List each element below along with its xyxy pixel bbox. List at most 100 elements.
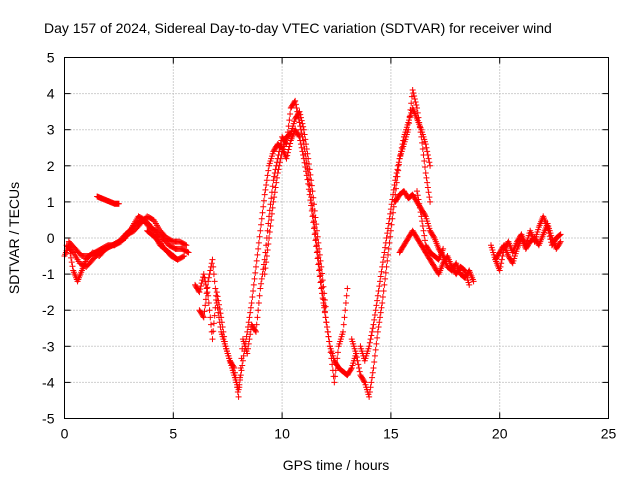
data-point-marker xyxy=(406,120,413,127)
data-point-marker xyxy=(374,334,381,341)
data-point-marker xyxy=(412,99,419,106)
data-point-marker xyxy=(213,289,220,296)
data-point-marker xyxy=(254,251,261,258)
data-point-marker xyxy=(205,278,212,285)
data-point-marker xyxy=(68,259,75,266)
data-point-marker xyxy=(214,293,221,300)
data-point-marker xyxy=(247,331,254,338)
data-point-marker xyxy=(356,368,363,375)
data-point-marker xyxy=(374,328,381,335)
data-point-marker xyxy=(246,336,253,343)
data-point-marker xyxy=(327,349,334,356)
data-point-marker xyxy=(276,159,283,166)
data-point-marker xyxy=(419,139,426,146)
data-point-marker xyxy=(375,287,382,294)
data-point-marker xyxy=(332,373,339,380)
data-point-marker xyxy=(271,194,278,201)
data-point-marker xyxy=(258,275,265,282)
data-point-marker xyxy=(373,302,380,309)
data-point-marker xyxy=(342,307,349,314)
data-point-marker xyxy=(355,361,362,368)
data-point-marker xyxy=(384,257,391,264)
data-point-marker xyxy=(321,308,328,315)
data-point-marker xyxy=(425,189,432,196)
data-point-marker xyxy=(374,297,381,304)
data-point-marker xyxy=(318,263,325,270)
data-point-marker xyxy=(368,379,375,386)
data-point-marker xyxy=(207,267,214,274)
data-point-marker xyxy=(268,195,275,202)
data-point-marker xyxy=(386,215,393,222)
data-point-marker xyxy=(297,114,304,121)
data-point-marker xyxy=(368,332,375,339)
data-point-marker xyxy=(322,314,329,321)
data-point-marker xyxy=(326,343,333,350)
data-point-marker xyxy=(252,269,259,276)
data-point-marker xyxy=(273,179,280,186)
data-point-marker xyxy=(269,183,276,190)
data-point-marker xyxy=(205,299,212,306)
data-point-marker xyxy=(376,283,383,290)
data-point-marker xyxy=(470,278,477,285)
y-tick-label: 2 xyxy=(47,158,55,174)
series-track-l xyxy=(396,227,473,288)
data-point-marker xyxy=(394,166,401,173)
data-point-marker xyxy=(307,171,314,178)
data-point-marker xyxy=(196,289,203,296)
data-point-marker xyxy=(180,253,187,260)
data-point-marker xyxy=(320,296,327,303)
data-point-marker xyxy=(203,290,210,297)
series-track-c xyxy=(65,213,190,260)
data-point-marker xyxy=(264,172,271,179)
data-point-marker xyxy=(250,281,257,288)
data-point-marker xyxy=(198,280,205,287)
data-point-marker xyxy=(393,170,400,177)
data-point-marker xyxy=(353,350,360,357)
data-point-marker xyxy=(211,312,218,319)
data-point-marker xyxy=(311,218,318,225)
data-point-marker xyxy=(387,210,394,217)
data-point-marker xyxy=(245,340,252,347)
data-point-marker xyxy=(421,164,428,171)
data-point-marker xyxy=(332,367,339,374)
data-point-marker xyxy=(388,221,395,228)
x-axis-label: GPS time / hours xyxy=(283,457,390,473)
data-point-marker xyxy=(304,176,311,183)
y-tick-label: -1 xyxy=(42,266,55,282)
data-point-marker xyxy=(315,239,322,246)
data-point-marker xyxy=(333,361,340,368)
data-point-marker xyxy=(252,263,259,270)
data-point-marker xyxy=(285,146,292,153)
data-point-marker xyxy=(205,274,212,281)
series-track-a xyxy=(61,216,192,285)
data-point-marker xyxy=(244,350,251,357)
data-point-marker xyxy=(283,155,290,162)
data-point-marker xyxy=(276,162,283,169)
data-point-marker xyxy=(420,227,427,234)
data-point-marker xyxy=(250,287,257,294)
data-point-marker xyxy=(305,180,312,187)
data-point-marker xyxy=(231,364,238,371)
data-point-marker xyxy=(382,244,389,251)
data-point-marker xyxy=(310,194,317,201)
data-point-marker xyxy=(361,378,368,385)
data-point-marker xyxy=(312,214,319,221)
data-point-marker xyxy=(353,354,360,361)
data-point-marker xyxy=(270,198,277,205)
data-point-marker xyxy=(320,283,327,290)
data-point-marker xyxy=(298,130,305,137)
data-point-marker xyxy=(264,247,271,254)
data-point-marker xyxy=(249,293,256,300)
data-point-marker xyxy=(390,191,397,198)
data-point-marker xyxy=(321,290,328,297)
data-point-marker xyxy=(258,221,265,228)
data-point-marker xyxy=(300,123,307,130)
data-point-marker xyxy=(372,346,379,353)
data-point-marker xyxy=(298,117,305,124)
data-point-marker xyxy=(414,188,421,195)
data-point-marker xyxy=(391,182,398,189)
data-point-marker xyxy=(418,133,425,140)
data-point-marker xyxy=(324,324,331,331)
data-point-marker xyxy=(366,343,373,350)
data-point-marker xyxy=(306,166,313,173)
